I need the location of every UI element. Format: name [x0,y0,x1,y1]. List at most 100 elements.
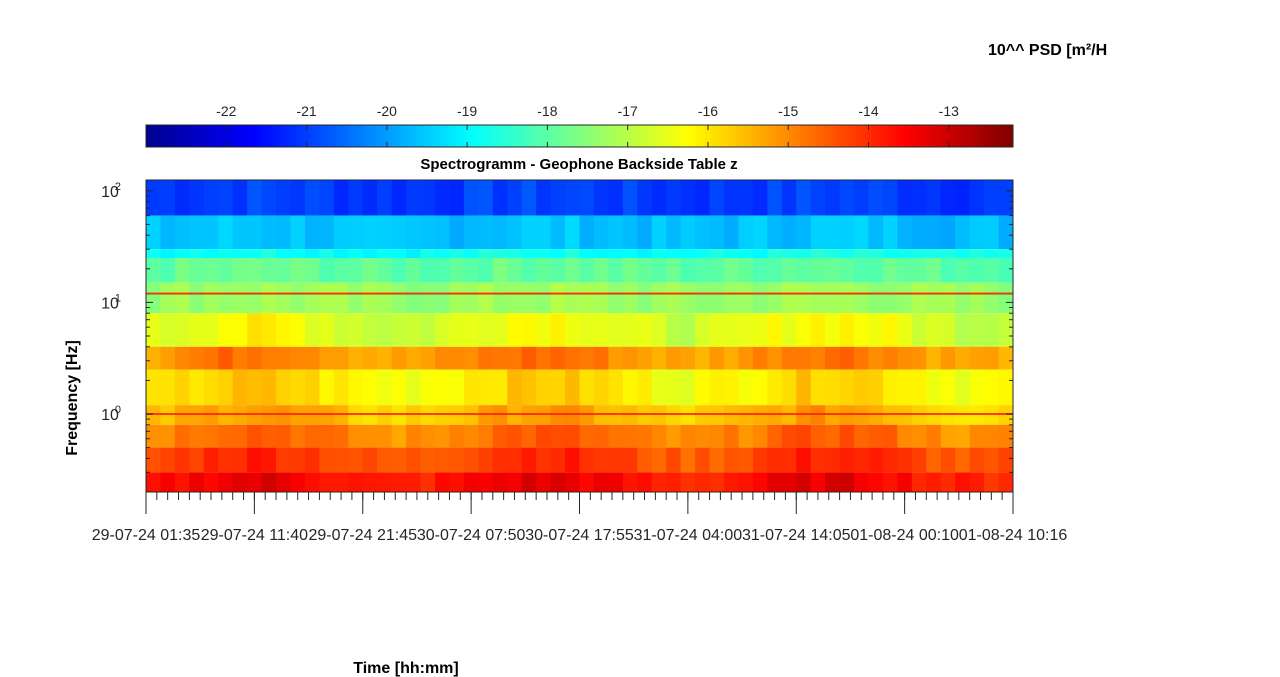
heatmap-cell [839,424,855,448]
heatmap-cell [146,258,162,283]
heatmap-cell [969,346,985,370]
heatmap-cell [146,346,162,370]
heatmap-cell [868,346,884,370]
heatmap-cell [738,180,754,216]
heatmap-cell [825,258,841,283]
heatmap-cell [608,249,624,258]
heatmap-cell [565,249,581,258]
heatmap-cell [608,447,624,473]
heatmap-cell [969,215,985,250]
heatmap-cell [680,447,696,473]
heatmap-cell [232,313,248,347]
heatmap-cell [261,180,277,216]
heatmap-cell [478,472,494,492]
heatmap-cell [333,346,349,370]
heatmap-cell [666,258,682,283]
heatmap-cell [478,313,494,347]
heatmap-cell [218,180,234,216]
heatmap-cell [911,424,927,448]
heatmap-cell [319,472,335,492]
heatmap-cell [998,447,1013,473]
heatmap-cell [695,313,711,347]
heatmap-cell [839,249,855,258]
heatmap-cell [882,346,898,370]
heatmap-cell [810,447,826,473]
heatmap-cell [868,215,884,250]
heatmap-cell [333,424,349,448]
x-tick-label: 30-07-24 07:50 [417,527,526,544]
heatmap-cell [565,215,581,250]
heatmap-cell [406,424,422,448]
heatmap-cell [348,313,364,347]
heatmap-cell [969,282,985,314]
heatmap-cell [752,215,768,250]
heatmap-cell [203,258,219,283]
heatmap-cell [608,313,624,347]
heatmap-cell [666,215,682,250]
heatmap-cell [911,258,927,283]
heatmap-cell [362,313,378,347]
heatmap-cell [406,472,422,492]
heatmap-cell [882,215,898,250]
heatmap-cell [333,282,349,314]
heatmap-cell [536,313,552,347]
heatmap-cell [420,313,436,347]
heatmap-cell [463,447,479,473]
heatmap-cell [709,424,725,448]
heatmap-cell [998,282,1013,314]
heatmap-cell [435,369,451,406]
heatmap-cell [839,282,855,314]
heatmap-cell [449,346,465,370]
heatmap-cell [463,472,479,492]
heatmap-cell [579,258,595,283]
heatmap-cell [984,180,1000,216]
heatmap-cell [391,282,407,314]
colorbar-label: 10^^ PSD [m²/H [988,42,1107,59]
x-tick-label: 31-07-24 04:00 [634,527,743,544]
heatmap-cell [854,369,870,406]
heatmap-cell [406,369,422,406]
heatmap-cell [695,369,711,406]
heatmap-cell [666,369,682,406]
heatmap-cell [521,346,537,370]
heatmap-cell [622,424,638,448]
heatmap-cell [593,215,609,250]
heatmap-cell [290,447,306,473]
heatmap-cell [189,249,205,258]
heatmap-cell [854,249,870,258]
heatmap-cell [752,249,768,258]
heatmap-cell [377,313,393,347]
heatmap-cell [406,313,422,347]
heatmap-cell [319,249,335,258]
heatmap-cell [319,346,335,370]
heatmap-cell [435,447,451,473]
heatmap-cell [709,180,725,216]
heatmap-cell [608,180,624,216]
heatmap-cell [406,346,422,370]
heatmap-cell [709,313,725,347]
heatmap-cell [651,346,667,370]
heatmap-cell [752,447,768,473]
heatmap-cell [232,346,248,370]
heatmap-cell [160,258,176,283]
heatmap-cell [146,447,162,473]
heatmap-cell [247,447,263,473]
heatmap-cell [276,369,292,406]
y-tick-label: 100 [101,404,121,424]
heatmap-cell [521,447,537,473]
heatmap-cell [304,215,320,250]
heatmap-cell [608,282,624,314]
heatmap-cell [319,447,335,473]
heatmap-cell [247,258,263,283]
heatmap-cell [449,313,465,347]
heatmap-cell [608,346,624,370]
heatmap-cell [536,215,552,250]
heatmap-cell [261,249,277,258]
heatmap-cell [984,215,1000,250]
spectrogram-heatmap [146,180,1013,492]
heatmap-cell [507,249,523,258]
heatmap-cell [319,282,335,314]
heatmap-cell [521,258,537,283]
heatmap-cell [478,282,494,314]
heatmap-cell [579,249,595,258]
